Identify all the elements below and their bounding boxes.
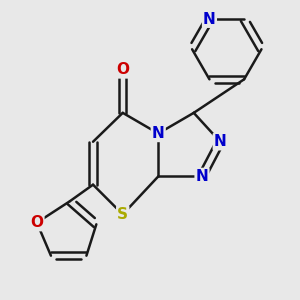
Text: N: N bbox=[214, 134, 226, 149]
Text: N: N bbox=[152, 126, 165, 141]
Text: S: S bbox=[117, 207, 128, 222]
Text: N: N bbox=[196, 169, 208, 184]
Text: N: N bbox=[203, 12, 216, 27]
Text: O: O bbox=[30, 215, 44, 230]
Text: O: O bbox=[116, 62, 129, 77]
